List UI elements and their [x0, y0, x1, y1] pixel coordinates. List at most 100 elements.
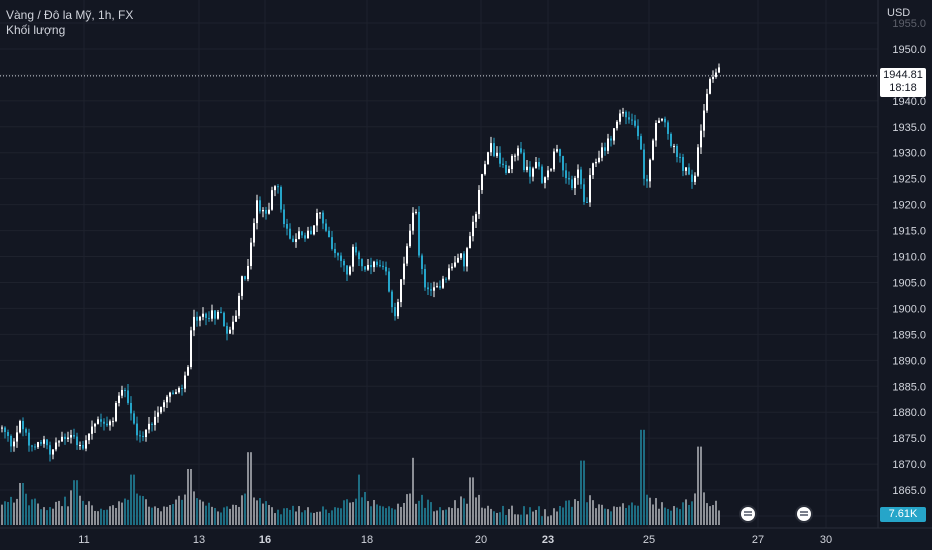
volume-bar [136, 493, 138, 525]
candle-body [208, 317, 210, 319]
volume-bar [208, 502, 210, 525]
candle-body [262, 210, 264, 212]
volume-bar [76, 480, 78, 525]
economic-event-icon[interactable] [797, 507, 811, 521]
volume-bar [154, 506, 156, 525]
candle-body [220, 311, 222, 313]
candle-body [202, 313, 204, 317]
candle-body [523, 152, 525, 171]
candle-body [670, 133, 672, 147]
volume-bar [358, 474, 360, 525]
volume-bar [286, 508, 288, 525]
candle-body [574, 177, 576, 189]
candle-body [586, 201, 588, 203]
candle-body [601, 147, 603, 158]
volume-bar [478, 494, 480, 525]
volume-bar [379, 505, 381, 525]
candle-body [1, 427, 3, 429]
candle-body [682, 157, 684, 171]
volume-bar [37, 503, 39, 525]
candle-body [172, 392, 174, 394]
volume-bar [187, 469, 189, 525]
volume-bar [592, 500, 594, 525]
volume-bar [691, 501, 693, 525]
time-tick-label: 11 [78, 534, 89, 546]
time-tick-label: 16 [259, 534, 271, 546]
candle-body [541, 166, 543, 183]
volume-bar [412, 457, 414, 525]
volume-bar [559, 505, 561, 525]
candle-body [193, 316, 195, 331]
candle-body [583, 184, 585, 202]
candle-body [121, 390, 123, 396]
price-tick-label: 1950.0 [892, 44, 926, 56]
candle-body [178, 388, 180, 393]
volume-bar [439, 507, 441, 525]
volume-bar [715, 500, 717, 525]
price-tick-label: 1875.0 [892, 433, 926, 445]
candle-body [55, 442, 57, 450]
candle-body [496, 152, 498, 156]
volume-bar [595, 508, 597, 525]
volume-bar [79, 495, 81, 525]
volume-bar [184, 494, 186, 525]
volume-bar [244, 493, 246, 525]
volume-bar [505, 514, 507, 525]
volume-bar [223, 507, 225, 525]
volume-bar [496, 512, 498, 525]
volume-bar [361, 497, 363, 525]
candle-body [190, 330, 192, 368]
time-scale-ticks: 11 13 16 18 20 23 25 27 30 [78, 534, 832, 546]
volume-bar [718, 510, 720, 525]
candle-body [631, 119, 633, 121]
candle-body [253, 223, 255, 243]
volume-bar [622, 503, 624, 525]
volume-bar [658, 508, 660, 525]
candle-body [538, 162, 540, 167]
candle-body [70, 434, 72, 438]
volume-bar [211, 506, 213, 525]
volume-bars [1, 429, 720, 525]
volume-bar [1, 504, 3, 525]
candle-body [400, 279, 402, 303]
candle-body [589, 175, 591, 203]
candle-body [43, 439, 45, 444]
volume-bar [697, 446, 699, 525]
volume-bar [97, 511, 99, 525]
volume-bar [142, 496, 144, 525]
candle-body [478, 189, 480, 215]
volume-bar [661, 502, 663, 525]
candle-body [274, 186, 276, 191]
candle-body [322, 212, 324, 224]
candle-body [658, 120, 660, 123]
volume-bar [685, 499, 687, 525]
volume-bar [115, 507, 117, 525]
volume-bar [628, 505, 630, 525]
volume-bar [217, 511, 219, 525]
volume-bar [487, 505, 489, 525]
volume-bar [673, 506, 675, 525]
time-tick-label: 13 [193, 534, 205, 546]
volume-bar [556, 511, 558, 525]
candle-body [520, 148, 522, 153]
volume-bar [394, 509, 396, 525]
volume-bar [193, 491, 195, 525]
volume-bar [655, 498, 657, 525]
candle-body [502, 163, 504, 165]
volume-bar [502, 505, 504, 525]
volume-bar [541, 516, 543, 525]
volume-bar [427, 499, 429, 525]
volume-bar [448, 507, 450, 525]
candle-body [433, 287, 435, 291]
volume-bar [406, 494, 408, 525]
economic-event-icon[interactable] [741, 507, 755, 521]
candle-body [463, 253, 465, 267]
volume-bar [133, 474, 135, 525]
volume-bar [232, 504, 234, 525]
candle-body [619, 113, 621, 122]
volume-bar [109, 506, 111, 525]
volume-bar [649, 497, 651, 525]
candle-body [697, 147, 699, 176]
